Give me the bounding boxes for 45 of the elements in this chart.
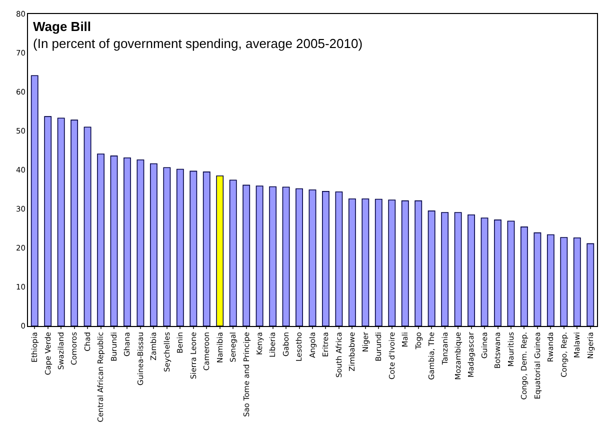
bar	[44, 116, 52, 326]
bar	[308, 189, 316, 326]
bar	[136, 159, 144, 326]
chart-title: Wage Bill	[33, 19, 92, 34]
bar	[428, 210, 436, 326]
bar	[454, 212, 462, 326]
bar	[242, 184, 250, 326]
bar	[401, 200, 409, 326]
bar	[414, 200, 422, 326]
bar	[560, 237, 568, 326]
bar	[229, 180, 237, 326]
text: (In percent of government spending, average 2005-2010)	[33, 36, 363, 51]
bar	[374, 198, 382, 326]
bar	[57, 118, 65, 326]
bar	[362, 198, 370, 326]
bar	[348, 198, 356, 326]
bar	[216, 175, 224, 326]
bar	[335, 191, 343, 326]
bar	[296, 188, 303, 326]
bar	[84, 126, 92, 326]
bar	[480, 218, 488, 326]
bar	[30, 75, 38, 326]
bar	[190, 170, 198, 326]
bar	[573, 237, 581, 326]
bar	[70, 120, 78, 326]
bar	[322, 191, 330, 326]
bar	[534, 232, 542, 326]
bar	[256, 186, 264, 326]
bar	[202, 172, 210, 326]
bar	[468, 214, 475, 326]
bar	[441, 212, 449, 326]
bar	[388, 200, 396, 326]
bar	[282, 186, 290, 326]
bar	[586, 243, 594, 326]
bar	[150, 163, 158, 326]
bar	[163, 167, 171, 326]
bar	[110, 156, 118, 326]
bar	[520, 226, 528, 326]
bar	[269, 186, 277, 326]
bar	[546, 234, 554, 326]
bar	[176, 168, 184, 326]
bar	[124, 158, 131, 326]
bar	[507, 220, 515, 326]
bar	[494, 220, 502, 326]
bar	[97, 154, 104, 326]
